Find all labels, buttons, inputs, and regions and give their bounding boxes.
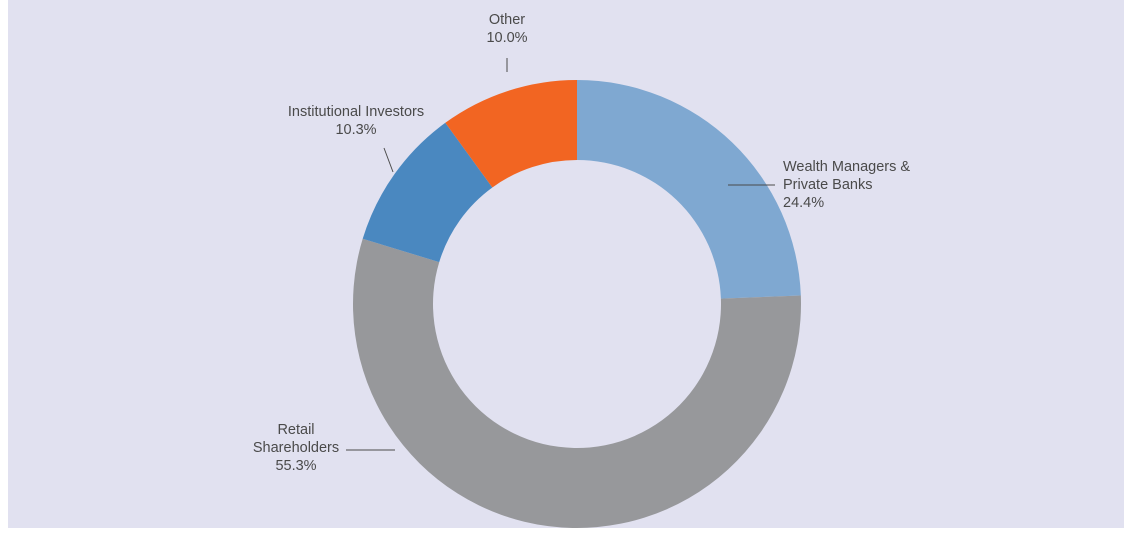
- donut-slice: [362, 122, 493, 263]
- slice-label: Retail: [277, 422, 314, 438]
- slice-value-label: 10.3%: [335, 122, 376, 138]
- slice-label: Private Banks: [783, 177, 872, 193]
- donut-slice: [577, 80, 801, 299]
- slice-label: Wealth Managers &: [783, 159, 910, 175]
- slice-label: Shareholders: [253, 440, 339, 456]
- slice-value-label: 10.0%: [486, 30, 527, 46]
- slice-label: Other: [489, 12, 525, 28]
- slice-label: Institutional Investors: [288, 104, 424, 120]
- donut-slice: [353, 238, 801, 528]
- leader-line: [383, 147, 394, 173]
- slice-value-label: 24.4%: [783, 195, 824, 211]
- slice-value-label: 55.3%: [275, 458, 316, 474]
- donut-slice: [445, 80, 577, 188]
